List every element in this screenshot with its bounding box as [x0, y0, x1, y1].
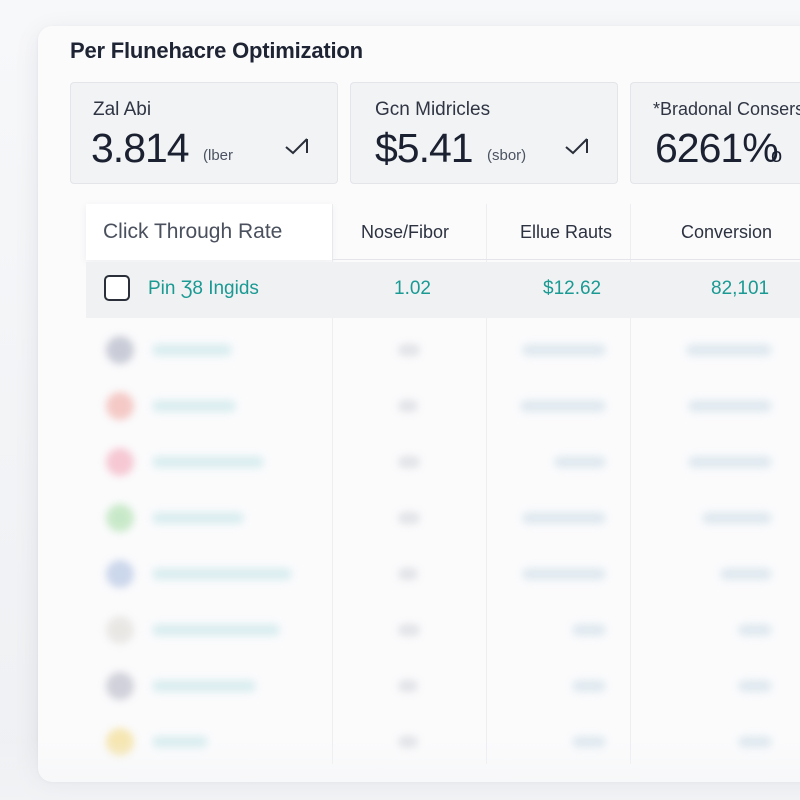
blurred-cell: [152, 400, 236, 412]
column-divider: [486, 204, 487, 764]
stat-label: Gcn Midricles: [375, 99, 491, 120]
blurred-cell: [572, 736, 606, 748]
column-header-conversion[interactable]: Conversion: [681, 222, 773, 242]
row-avatar: [106, 672, 134, 700]
column-header-nose-fibor[interactable]: Nose/Fibor: [361, 222, 450, 242]
blurred-cell: [554, 456, 606, 468]
row-value-col2: 1.02: [394, 278, 431, 299]
table-row[interactable]: [86, 602, 800, 658]
blurred-cell: [522, 344, 606, 356]
blurred-cell: [398, 624, 420, 636]
row-avatar: [106, 448, 134, 476]
blurred-cell: [738, 680, 772, 692]
column-header-ellue-rauts[interactable]: Ellue Rauts: [520, 222, 613, 242]
blurred-cell: [522, 568, 606, 580]
stat-card-2[interactable]: Gcn Midricles $5.41 (sbor): [350, 82, 618, 184]
table-row[interactable]: [86, 546, 800, 602]
column-divider: [332, 204, 333, 764]
stat-value: 3.814: [91, 125, 190, 171]
blurred-cell: [398, 456, 420, 468]
row-checkbox[interactable]: [104, 275, 130, 301]
blurred-cell: [522, 512, 606, 524]
blurred-cell: [398, 736, 418, 748]
blurred-cell: [738, 736, 772, 748]
blurred-cell: [688, 400, 772, 412]
trend-up-icon: [565, 138, 588, 155]
metrics-table: Click Through Rate Nose/Fibor Ellue Raut…: [86, 204, 800, 764]
stat-value: 6261%: [655, 125, 779, 171]
stat-unit: o: [771, 145, 783, 167]
stat-value: $5.41: [375, 125, 474, 171]
row-avatar: [106, 392, 134, 420]
column-divider: [630, 204, 631, 764]
blurred-cell: [152, 736, 208, 748]
blurred-cell: [720, 568, 772, 580]
blurred-cell: [572, 680, 606, 692]
table-row[interactable]: [86, 658, 800, 714]
row-avatar: [106, 336, 134, 364]
blurred-cell: [152, 568, 292, 580]
stat-label: *Bradonal Consers: [653, 99, 800, 119]
page-title: Per Flunehacre Optimization: [70, 38, 363, 63]
blurred-cell: [398, 568, 418, 580]
blurred-cell: [688, 456, 772, 468]
blurred-cell: [152, 456, 264, 468]
blurred-cell: [152, 680, 256, 692]
table-header: Click Through Rate Nose/Fibor Ellue Raut…: [86, 204, 800, 260]
row-avatar: [106, 616, 134, 644]
blurred-cell: [702, 512, 772, 524]
blurred-cell: [398, 344, 420, 356]
header-divider: [332, 259, 800, 260]
table-row[interactable]: [86, 434, 800, 490]
stat-label: Zal Abi: [93, 99, 152, 120]
blurred-cell: [738, 624, 772, 636]
blurred-cell: [152, 344, 232, 356]
blurred-cell: [520, 400, 606, 412]
row-value-col3: $12.62: [543, 278, 602, 299]
row-avatar: [106, 504, 134, 532]
blurred-cell: [398, 680, 418, 692]
stat-card-1[interactable]: Zal Abi 3.814 (lber: [70, 82, 338, 184]
row-avatar: [106, 728, 134, 756]
trend-up-icon: [285, 138, 308, 155]
row-avatar: [106, 560, 134, 588]
blurred-cell: [686, 344, 772, 356]
stat-card-3[interactable]: *Bradonal Consers 6261% o: [630, 82, 800, 184]
table-row[interactable]: [86, 378, 800, 434]
row-value-col4: 82,101: [711, 278, 770, 299]
table-row[interactable]: [86, 714, 800, 770]
blurred-cell: [398, 400, 418, 412]
blurred-cell: [572, 624, 606, 636]
table-row[interactable]: Pin Ʒ8 Ingids 1.02 $12.62 82,101: [86, 262, 800, 318]
blurred-cell: [152, 624, 280, 636]
stat-unit: (sbor): [487, 147, 527, 164]
table-row[interactable]: [86, 490, 800, 546]
row-name[interactable]: Pin Ʒ8 Ingids: [148, 278, 259, 299]
header-cell-primary[interactable]: [86, 204, 332, 260]
stat-unit: (lber: [203, 147, 234, 164]
table-row[interactable]: [86, 322, 800, 378]
blurred-cell: [398, 512, 420, 524]
blurred-cell: [152, 512, 244, 524]
column-header-ctr[interactable]: Click Through Rate: [103, 220, 283, 243]
